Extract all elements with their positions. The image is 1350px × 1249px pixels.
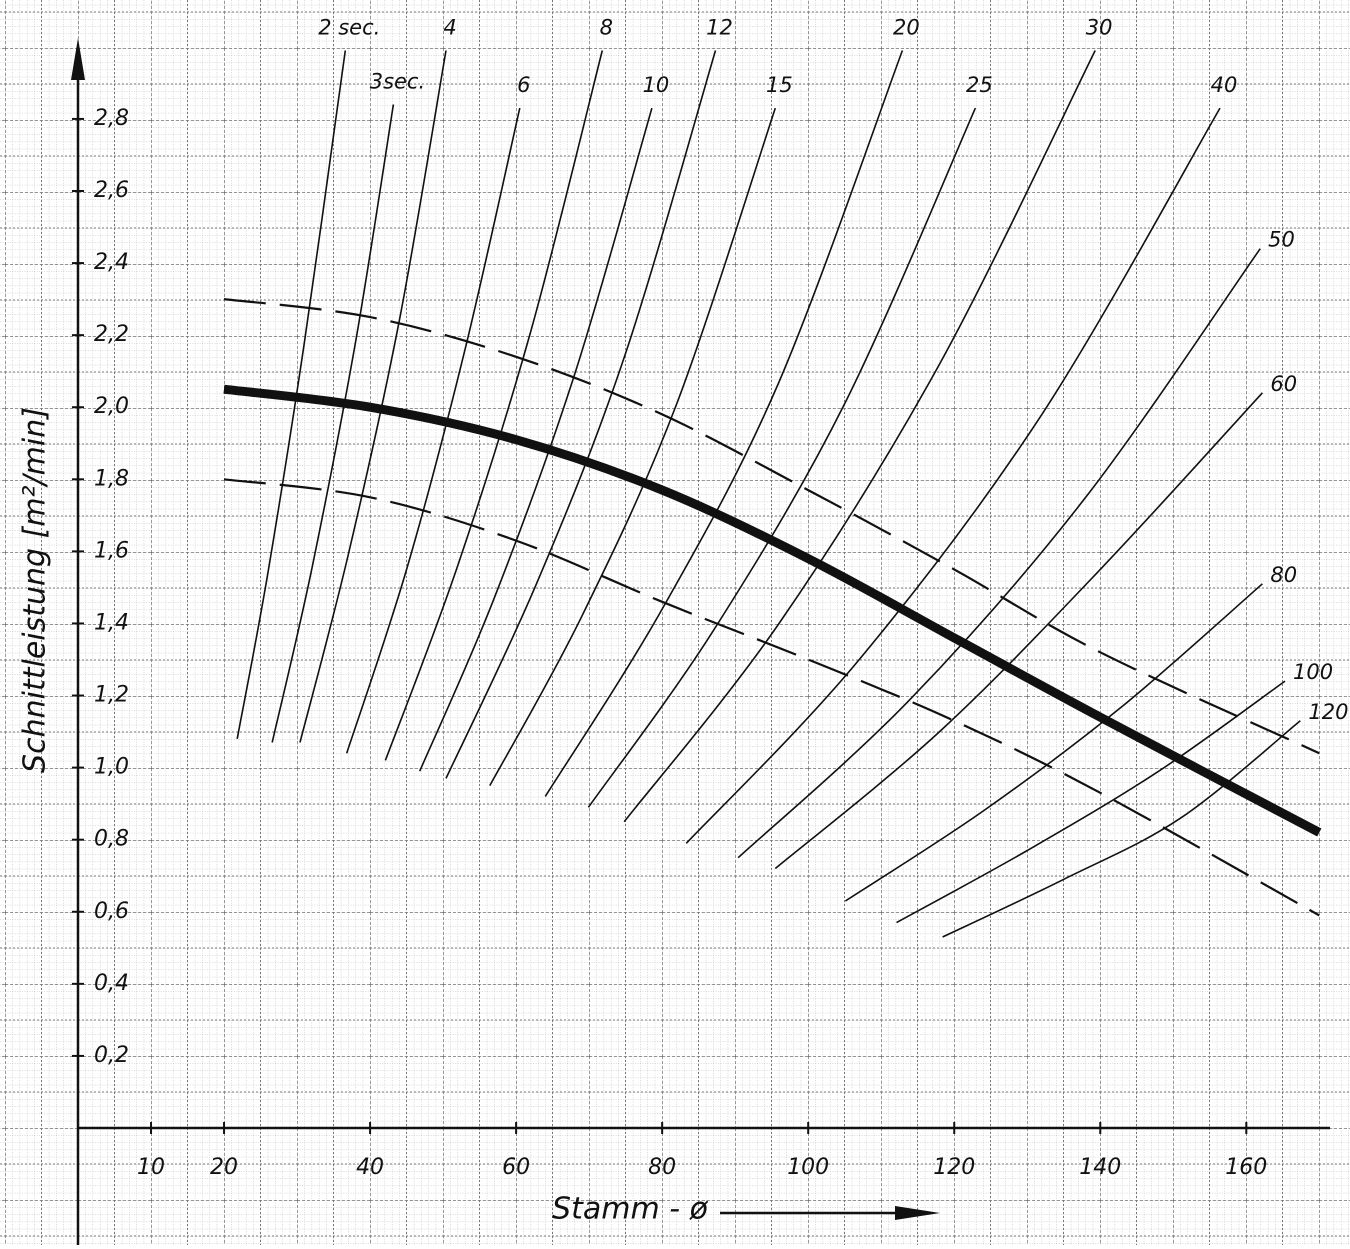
curve-label: 25 [966, 73, 993, 97]
y-tick-label: 1,6 [94, 538, 129, 563]
y-tick-label: 2,2 [94, 322, 129, 347]
y-axis-arrow [71, 38, 85, 80]
y-tick-label: 1,8 [94, 466, 129, 491]
y-tick-label: 0,2 [94, 1043, 129, 1068]
curve-label: 20 [893, 15, 920, 39]
y-tick-label: 2,4 [94, 250, 129, 275]
x-tick-label: 160 [1225, 1155, 1267, 1180]
x-axis-arrow [895, 1206, 940, 1220]
time-curve [896, 680, 1286, 924]
x-axis-title: Stamm - ø [552, 1192, 709, 1227]
y-tick-label: 1,4 [94, 610, 129, 635]
curve-label: 10 [643, 73, 670, 97]
time-curve [774, 392, 1263, 870]
curve-label: 4 [443, 15, 456, 39]
main-curve [223, 384, 1322, 837]
y-tick-label: 2,0 [94, 394, 129, 419]
time-curve [418, 107, 653, 772]
curve-label: 6 [517, 73, 530, 97]
limit-curve [223, 478, 1320, 917]
curve-label: 40 [1211, 73, 1238, 97]
curve-label: 80 [1270, 563, 1297, 587]
x-tick-label: 20 [210, 1155, 238, 1180]
x-tick-label: 80 [648, 1155, 676, 1180]
curve-label: 15 [766, 73, 793, 97]
time-curve [685, 107, 1221, 844]
time-curve [942, 720, 1301, 938]
x-tick-label: 100 [787, 1155, 829, 1180]
y-tick-label: 0,6 [94, 899, 129, 924]
time-curve [445, 50, 717, 779]
time-curve [271, 104, 395, 743]
y-tick-label: 0,4 [94, 971, 129, 996]
x-tick-label: 140 [1079, 1155, 1121, 1180]
y-axis-title: Schnittleistung [m²/min] [18, 407, 53, 773]
curve-label: 50 [1268, 228, 1295, 252]
x-tick-label: 10 [137, 1155, 165, 1180]
x-tick-label: 40 [356, 1155, 384, 1180]
time-curve [345, 107, 521, 754]
time-curve [623, 50, 1096, 823]
y-tick-label: 1,2 [94, 683, 129, 708]
curve-label: 60 [1270, 372, 1297, 396]
x-tick-label: 120 [933, 1155, 975, 1180]
y-tick-label: 2,8 [94, 106, 129, 131]
y-tick-label: 1,0 [94, 755, 129, 780]
curve-label: 30 [1086, 15, 1113, 39]
time-curve [737, 248, 1261, 859]
limit-curve [223, 298, 1320, 755]
time-curve [587, 107, 977, 808]
curve-label: 8 [600, 15, 613, 39]
x-tick-label: 60 [502, 1155, 530, 1180]
curve-label: 12 [706, 15, 733, 39]
y-tick-label: 2,6 [94, 178, 129, 203]
time-curve [236, 50, 347, 739]
curve-label: 120 [1308, 700, 1348, 724]
curve-label: 100 [1293, 660, 1333, 684]
time-curve [844, 583, 1263, 902]
curve-label: 3sec. [370, 70, 425, 94]
curve-label: 2 sec. [318, 15, 380, 39]
time-curve [489, 107, 777, 786]
time-curve [299, 50, 447, 743]
time-curve [544, 50, 904, 797]
y-tick-label: 0,8 [94, 827, 129, 852]
